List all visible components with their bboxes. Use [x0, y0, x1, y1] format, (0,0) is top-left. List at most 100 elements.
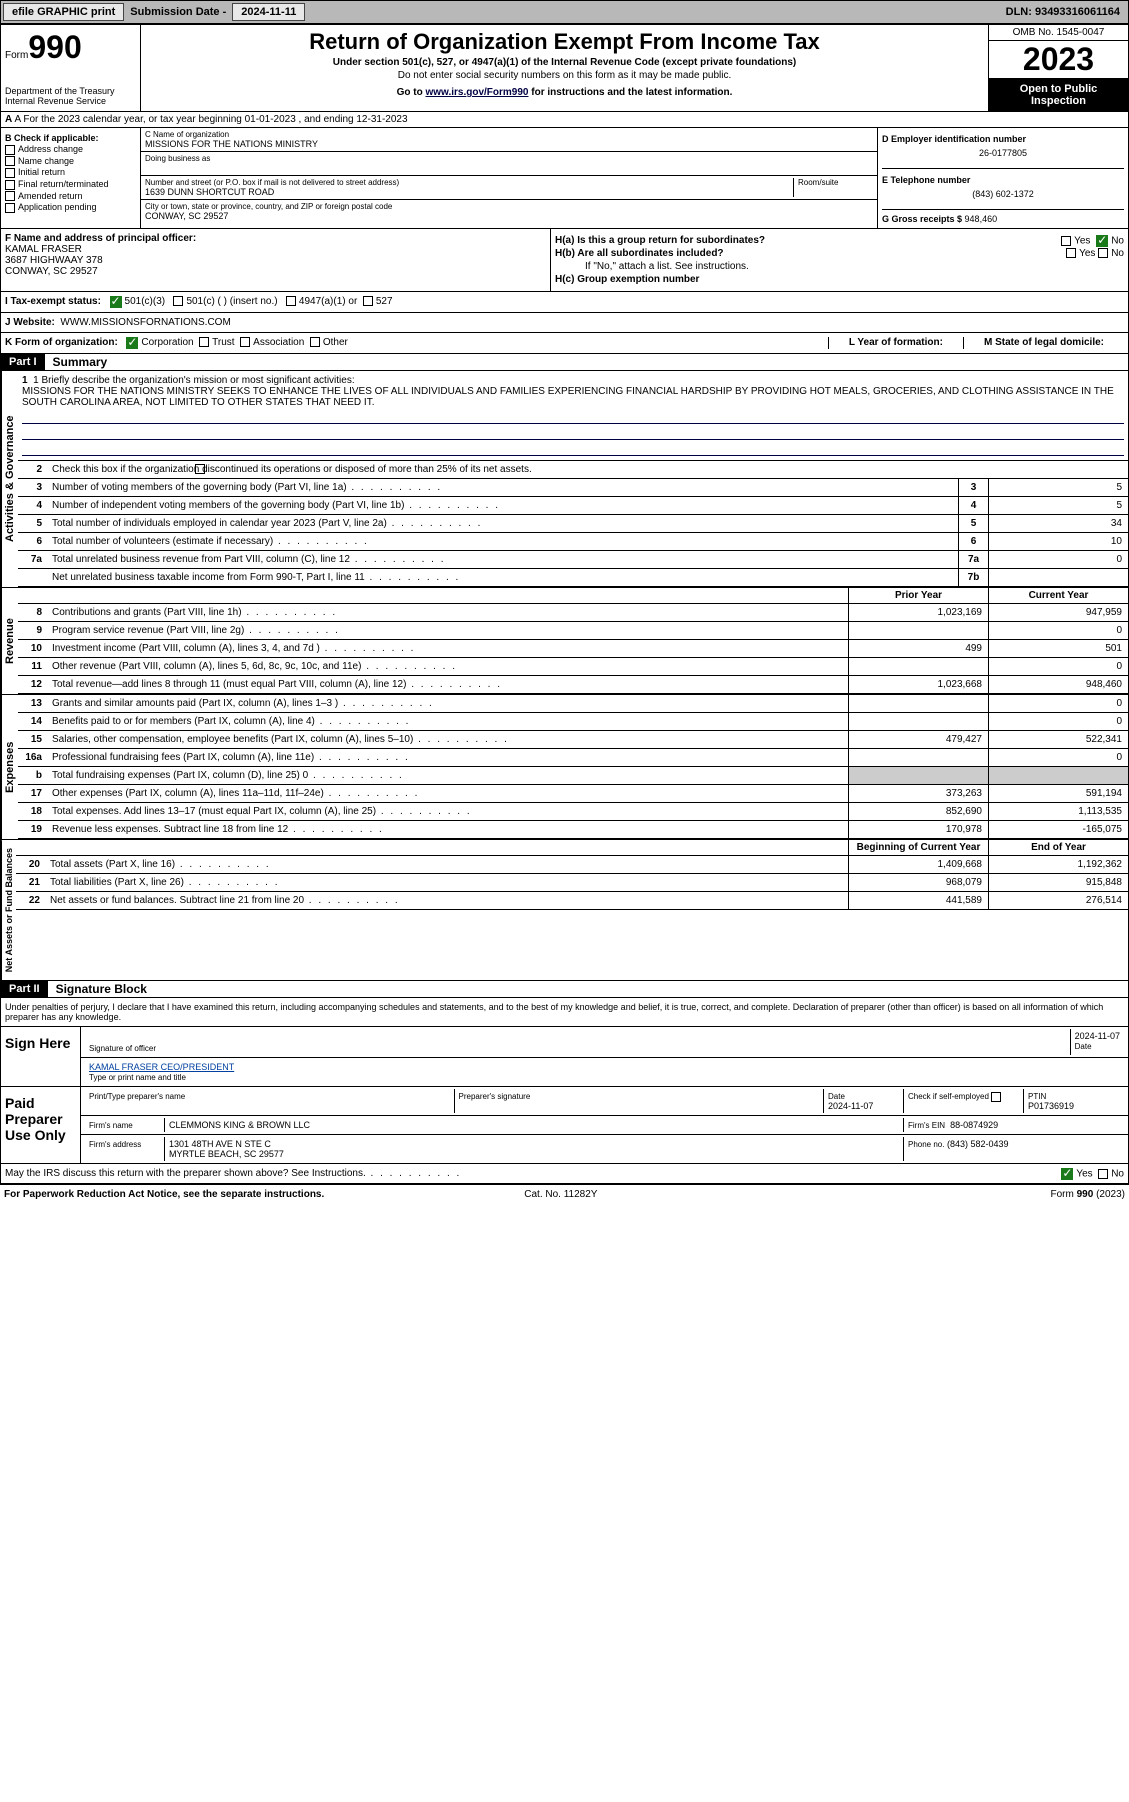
line-10: 10Investment income (Part VIII, column (…	[18, 640, 1128, 658]
vlabel-revenue: Revenue	[1, 588, 18, 694]
section-bcd: B Check if applicable: Address changeNam…	[1, 128, 1128, 229]
line-15: 15Salaries, other compensation, employee…	[18, 731, 1128, 749]
dept-treasury: Department of the Treasury Internal Reve…	[5, 86, 136, 106]
topbar: efile GRAPHIC print Submission Date - 20…	[0, 0, 1129, 24]
line-4: 4Number of independent voting members of…	[18, 497, 1128, 515]
line-6: 6Total number of volunteers (estimate if…	[18, 533, 1128, 551]
line-8: 8Contributions and grants (Part VIII, li…	[18, 604, 1128, 622]
line-11: 11Other revenue (Part VIII, column (A), …	[18, 658, 1128, 676]
subtitle: Under section 501(c), 527, or 4947(a)(1)…	[145, 57, 984, 68]
527-checkbox[interactable]	[363, 296, 373, 306]
line-21: 21Total liabilities (Part X, line 26)968…	[16, 874, 1128, 892]
officer-name: KAMAL FRASER	[5, 244, 82, 255]
row-a-tax-year: A A For the 2023 calendar year, or tax y…	[1, 112, 1128, 128]
org-address: 1639 DUNN SHORTCUT ROAD	[145, 187, 793, 197]
subdate-label: Submission Date -	[126, 6, 230, 18]
website: WWW.MISSIONSFORNATIONS.COM	[60, 317, 230, 328]
vlabel-governance: Activities & Governance	[1, 371, 18, 587]
paid-preparer-row: Paid Preparer Use Only Print/Type prepar…	[1, 1087, 1128, 1164]
main-title: Return of Organization Exempt From Incom…	[145, 29, 984, 55]
firm-phone: (843) 582-0439	[947, 1139, 1009, 1149]
501c-checkbox[interactable]	[173, 296, 183, 306]
hb-no-checkbox[interactable]	[1098, 248, 1108, 258]
row-j-website: J Website: WWW.MISSIONSFORNATIONS.COM	[1, 313, 1128, 333]
org-city: CONWAY, SC 29527	[145, 211, 873, 221]
part2-header: Part IISignature Block	[1, 981, 1128, 998]
line-12: 12Total revenue—add lines 8 through 11 (…	[18, 676, 1128, 694]
goto-link[interactable]: www.irs.gov/Form990	[425, 87, 528, 98]
omb-number: OMB No. 1545-0047	[989, 25, 1128, 41]
line-3: 3Number of voting members of the governi…	[18, 479, 1128, 497]
checkbox-address-change: Address change	[5, 144, 136, 155]
hb-yes-checkbox[interactable]	[1066, 248, 1076, 258]
checkbox-final-return-terminated: Final return/terminated	[5, 179, 136, 190]
line-13: 13Grants and similar amounts paid (Part …	[18, 695, 1128, 713]
line-9: 9Program service revenue (Part VIII, lin…	[18, 622, 1128, 640]
form-990-container: Form990 Department of the Treasury Inter…	[0, 24, 1129, 1185]
page-footer: For Paperwork Reduction Act Notice, see …	[0, 1185, 1129, 1204]
open-inspection: Open to Public Inspection	[989, 79, 1128, 111]
checkbox-initial-return: Initial return	[5, 167, 136, 178]
line-16a: 16aProfessional fundraising fees (Part I…	[18, 749, 1128, 767]
501c3-checkbox[interactable]	[110, 296, 122, 308]
subdate-btn[interactable]: 2024-11-11	[232, 3, 305, 21]
line-b: bTotal fundraising expenses (Part IX, co…	[18, 767, 1128, 785]
section-fgh: F Name and address of principal officer:…	[1, 229, 1128, 292]
perjury-text: Under penalties of perjury, I declare th…	[1, 998, 1128, 1027]
ssn-warning: Do not enter social security numbers on …	[145, 70, 984, 81]
officer-city: CONWAY, SC 29527	[5, 266, 98, 277]
trust-checkbox[interactable]	[199, 337, 209, 347]
line-22: 22Net assets or fund balances. Subtract …	[16, 892, 1128, 910]
col-c-org-info: C Name of organizationMISSIONS FOR THE N…	[141, 128, 878, 228]
4947-checkbox[interactable]	[286, 296, 296, 306]
discuss-row: May the IRS discuss this return with the…	[1, 1164, 1128, 1184]
line-17: 17Other expenses (Part IX, column (A), l…	[18, 785, 1128, 803]
mission-block: 1 1 Briefly describe the organization's …	[18, 371, 1128, 461]
mission-text: MISSIONS FOR THE NATIONS MINISTRY SEEKS …	[22, 386, 1114, 408]
ein: 26-0177805	[882, 148, 1124, 158]
form-number: 990	[28, 29, 81, 65]
telephone: (843) 602-1372	[882, 189, 1124, 199]
efile-btn[interactable]: efile GRAPHIC print	[3, 3, 124, 21]
officer-sig-name[interactable]: KAMAL FRASER CEO/PRESIDENT	[89, 1062, 234, 1072]
self-emp-checkbox[interactable]	[991, 1092, 1001, 1102]
checkbox-name-change: Name change	[5, 156, 136, 167]
vlabel-expenses: Expenses	[1, 695, 18, 839]
checkbox-application-pending: Application pending	[5, 202, 136, 213]
row-i-tax-status: I Tax-exempt status: 501(c)(3) 501(c) ( …	[1, 292, 1128, 313]
gross-receipts: 948,460	[965, 214, 998, 224]
line-7b: Net unrelated business taxable income fr…	[18, 569, 1128, 587]
line2-checkbox[interactable]	[195, 464, 205, 474]
part1-header: Part ISummary	[1, 354, 1128, 371]
corp-checkbox[interactable]	[126, 337, 138, 349]
org-name: MISSIONS FOR THE NATIONS MINISTRY	[145, 139, 873, 149]
sign-here-row: Sign Here Signature of officer2024-11-07…	[1, 1027, 1128, 1087]
ptin: P01736919	[1028, 1101, 1074, 1111]
line-14: 14Benefits paid to or for members (Part …	[18, 713, 1128, 731]
dln: DLN: 93493316061164	[1006, 6, 1128, 18]
col-b-checkboxes: B Check if applicable: Address changeNam…	[1, 128, 141, 228]
form-label: Form	[5, 50, 28, 61]
ha-yes-checkbox[interactable]	[1061, 236, 1071, 246]
ha-no-checkbox[interactable]	[1096, 235, 1108, 247]
line-19: 19Revenue less expenses. Subtract line 1…	[18, 821, 1128, 839]
goto-line: Go to www.irs.gov/Form990 for instructio…	[145, 87, 984, 98]
line-7a: 7aTotal unrelated business revenue from …	[18, 551, 1128, 569]
discuss-no-checkbox[interactable]	[1098, 1169, 1108, 1179]
row-k-form-org: K Form of organization: Corporation Trus…	[1, 333, 1128, 354]
line-5: 5Total number of individuals employed in…	[18, 515, 1128, 533]
firm-addr: 1301 48TH AVE N STE C	[169, 1139, 271, 1149]
form-header: Form990 Department of the Treasury Inter…	[1, 25, 1128, 112]
tax-year: 2023	[989, 41, 1128, 79]
line-18: 18Total expenses. Add lines 13–17 (must …	[18, 803, 1128, 821]
assoc-checkbox[interactable]	[240, 337, 250, 347]
officer-addr: 3687 HIGHWAAY 378	[5, 255, 103, 266]
discuss-yes-checkbox[interactable]	[1061, 1168, 1073, 1180]
firm-name: CLEMMONS KING & BROWN LLC	[165, 1118, 904, 1132]
line-20: 20Total assets (Part X, line 16)1,409,66…	[16, 856, 1128, 874]
vlabel-net: Net Assets or Fund Balances	[1, 840, 16, 980]
checkbox-amended-return: Amended return	[5, 191, 136, 202]
col-d-ein: D Employer identification number26-01778…	[878, 128, 1128, 228]
other-checkbox[interactable]	[310, 337, 320, 347]
line-2: 2Check this box if the organization disc…	[18, 461, 1128, 479]
